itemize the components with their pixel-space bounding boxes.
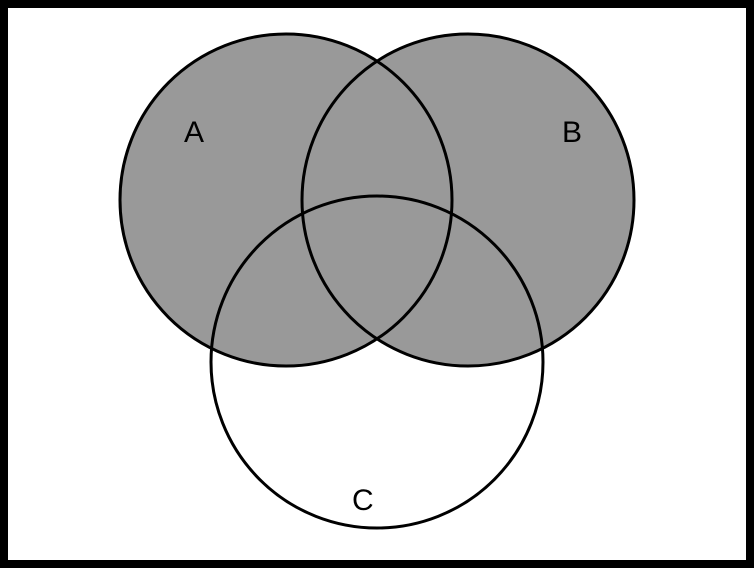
set-a-label: A bbox=[184, 116, 204, 149]
set-b-label: B bbox=[562, 116, 582, 149]
set-b-fill bbox=[302, 34, 634, 366]
venn-diagram: A B C bbox=[0, 0, 754, 568]
venn-diagram-frame: A B C bbox=[0, 0, 754, 568]
set-c-label: C bbox=[352, 484, 374, 517]
